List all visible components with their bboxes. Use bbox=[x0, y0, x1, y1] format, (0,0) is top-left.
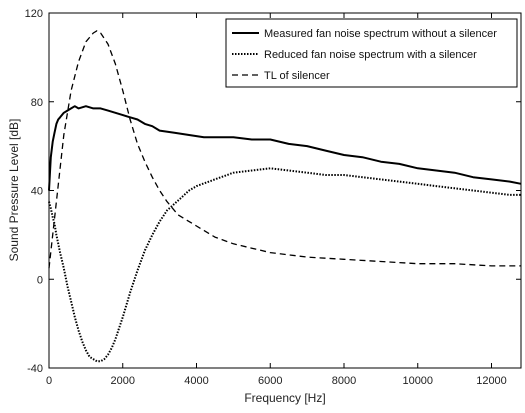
x-tick-label: 0 bbox=[46, 375, 52, 387]
y-tick-label: -40 bbox=[27, 363, 43, 375]
legend-label-2: Reduced fan noise spectrum with a silenc… bbox=[264, 49, 477, 61]
x-tick-label: 8000 bbox=[332, 375, 356, 387]
y-tick-label: 0 bbox=[37, 274, 43, 286]
x-axis-label: Frequency [Hz] bbox=[244, 391, 325, 405]
x-tick-label: 4000 bbox=[184, 375, 208, 387]
y-tick-label: 120 bbox=[25, 8, 43, 20]
x-tick-label: 2000 bbox=[111, 375, 135, 387]
legend: Measured fan noise spectrum without a si… bbox=[225, 18, 518, 88]
y-tick-label: 40 bbox=[31, 186, 43, 198]
y-tick-label: 80 bbox=[31, 97, 43, 109]
y-axis-label: Sound Pressure Level [dB] bbox=[7, 119, 21, 262]
legend-box bbox=[225, 18, 518, 88]
legend-label-1: Measured fan noise spectrum without a si… bbox=[264, 28, 497, 40]
legend-label-3: TL of silencer bbox=[264, 70, 330, 82]
x-tick-label: 10000 bbox=[402, 375, 433, 387]
x-tick-label: 6000 bbox=[258, 375, 282, 387]
x-tick-label: 12000 bbox=[476, 375, 507, 387]
series-line-3 bbox=[48, 30, 521, 269]
series-line-1 bbox=[48, 105, 522, 191]
series-layer bbox=[48, 30, 522, 363]
